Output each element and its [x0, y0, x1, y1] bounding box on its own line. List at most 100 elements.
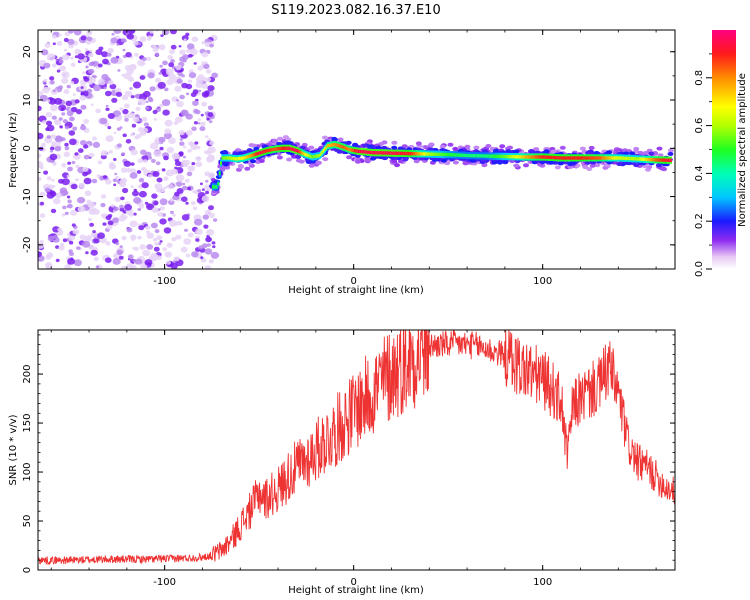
ridge-halo: [513, 163, 520, 168]
noise-blob: [61, 112, 66, 116]
ridge-core: [410, 151, 413, 156]
ridge-outer: [513, 149, 520, 154]
noise-blob: [172, 213, 176, 217]
ridge-core: [374, 151, 376, 155]
ridge-core: [305, 152, 308, 157]
ridge-core: [592, 156, 595, 160]
ridge-core: [511, 155, 514, 159]
ridge-outer: [246, 148, 253, 153]
noise-blob: [100, 194, 107, 199]
ridge-halo: [397, 159, 404, 164]
noise-blob: [155, 52, 160, 57]
noise-blob: [78, 182, 85, 188]
ridge-core: [471, 154, 474, 158]
ridge-outer: [481, 149, 488, 154]
noise-blob: [195, 228, 203, 235]
noise-blob: [204, 248, 213, 255]
ridge-core: [407, 151, 410, 156]
noise-blob: [206, 243, 211, 247]
ridge-outer: [295, 154, 302, 159]
noise-blob: [83, 154, 90, 160]
noise-blob: [179, 141, 185, 146]
ridge-halo: [452, 146, 459, 151]
noise-blob: [111, 32, 115, 36]
noise-blob: [120, 38, 127, 43]
noise-blob: [39, 191, 46, 197]
ridge-halo: [447, 142, 454, 147]
ridge-core: [644, 157, 647, 161]
ridge-halo: [428, 142, 435, 147]
ridge-core: [328, 143, 331, 148]
noise-blob: [183, 238, 192, 245]
noise-blob: [205, 190, 210, 195]
noise-blob: [68, 130, 76, 136]
noise-blob: [213, 218, 218, 222]
noise-blob: [55, 245, 60, 249]
noise-blob: [65, 100, 73, 107]
noise-blob: [180, 246, 188, 253]
noise-blob: [174, 160, 182, 167]
noise-blob: [66, 205, 70, 208]
noise-blob: [84, 190, 92, 197]
noise-blob: [206, 229, 215, 236]
ridge-outer: [548, 160, 555, 165]
noise-blob: [147, 174, 153, 178]
noise-blob: [49, 153, 58, 161]
ridge-outer: [352, 142, 359, 147]
noise-blob: [186, 171, 193, 177]
ridge-core: [569, 156, 572, 160]
ridge-core: [641, 157, 644, 161]
ridge-core: [472, 154, 475, 158]
ridge-core: [623, 156, 626, 160]
ridge-core: [486, 154, 489, 158]
noise-blob: [129, 220, 138, 228]
noise-blob: [140, 149, 147, 155]
noise-blob: [64, 264, 72, 269]
noise-blob: [61, 178, 70, 186]
noise-blob: [116, 127, 121, 131]
ridge-core: [534, 155, 537, 159]
ridge-core: [591, 156, 594, 160]
noise-blob: [92, 141, 101, 148]
ridge-core: [615, 156, 618, 160]
noise-blob: [208, 205, 214, 211]
ridge-core: [409, 151, 412, 156]
noise-blob: [191, 126, 197, 132]
ridge-core: [517, 155, 520, 159]
spectrogram-y-tick-label: 20: [22, 45, 33, 58]
ridge-core: [663, 158, 666, 162]
noise-blob: [198, 245, 204, 250]
ridge-core: [421, 152, 424, 156]
noise-blob: [43, 170, 49, 175]
ridge-halo: [464, 144, 471, 149]
snr-y-tick-label: 150: [22, 414, 33, 433]
noise-blob: [137, 158, 144, 164]
noise-blob: [146, 244, 154, 250]
noise-blob: [90, 103, 94, 107]
ridge-outer: [309, 159, 316, 164]
noise-blob: [115, 242, 120, 246]
noise-blob: [101, 51, 109, 58]
noise-blob: [207, 112, 214, 117]
ridge-core: [370, 150, 372, 155]
noise-blob: [179, 49, 186, 55]
noise-blob: [204, 265, 211, 269]
noise-blob: [199, 182, 203, 186]
ridge-core: [274, 147, 276, 151]
ridge-core: [402, 151, 405, 156]
ridge-core: [218, 171, 221, 176]
ridge-core: [590, 156, 593, 160]
noise-blob: [192, 190, 196, 194]
ridge-core: [567, 156, 570, 160]
ridge-core: [264, 149, 267, 153]
ridge-outer: [361, 143, 368, 148]
noise-blob: [92, 230, 96, 234]
ridge-halo: [413, 159, 420, 164]
ridge-halo: [616, 148, 623, 153]
noise-blob: [152, 44, 156, 49]
ridge-core: [361, 150, 364, 154]
noise-blob: [166, 146, 174, 154]
noise-blob: [200, 256, 204, 260]
ridge-core: [588, 156, 591, 160]
